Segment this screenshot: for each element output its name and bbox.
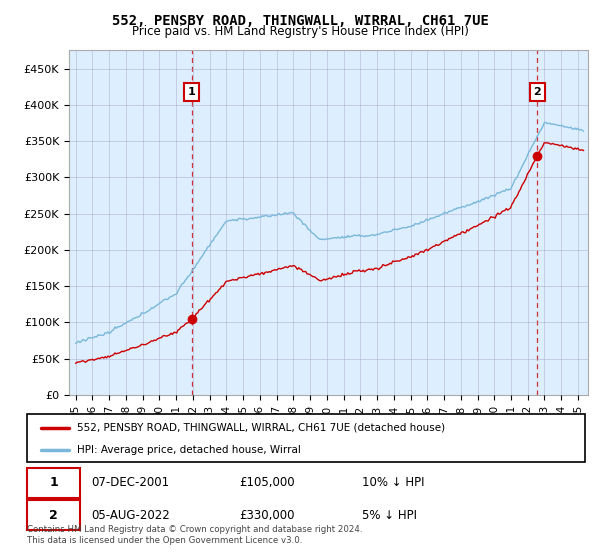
Text: 552, PENSBY ROAD, THINGWALL, WIRRAL, CH61 7UE: 552, PENSBY ROAD, THINGWALL, WIRRAL, CH6… xyxy=(112,14,488,28)
Text: £330,000: £330,000 xyxy=(239,508,295,521)
Text: 1: 1 xyxy=(49,477,58,489)
Text: 2: 2 xyxy=(49,508,58,521)
Text: HPI: Average price, detached house, Wirral: HPI: Average price, detached house, Wirr… xyxy=(77,445,301,455)
FancyBboxPatch shape xyxy=(27,468,80,498)
Text: 2: 2 xyxy=(533,87,541,97)
Text: 07-DEC-2001: 07-DEC-2001 xyxy=(91,477,169,489)
Text: 10% ↓ HPI: 10% ↓ HPI xyxy=(362,477,424,489)
Text: Price paid vs. HM Land Registry's House Price Index (HPI): Price paid vs. HM Land Registry's House … xyxy=(131,25,469,38)
Text: 1: 1 xyxy=(188,87,196,97)
FancyBboxPatch shape xyxy=(27,500,80,530)
Text: Contains HM Land Registry data © Crown copyright and database right 2024.
This d: Contains HM Land Registry data © Crown c… xyxy=(27,525,362,545)
Text: 552, PENSBY ROAD, THINGWALL, WIRRAL, CH61 7UE (detached house): 552, PENSBY ROAD, THINGWALL, WIRRAL, CH6… xyxy=(77,423,445,433)
Text: 05-AUG-2022: 05-AUG-2022 xyxy=(91,508,170,521)
Text: £105,000: £105,000 xyxy=(239,477,295,489)
FancyBboxPatch shape xyxy=(27,414,585,462)
Text: 5% ↓ HPI: 5% ↓ HPI xyxy=(362,508,417,521)
